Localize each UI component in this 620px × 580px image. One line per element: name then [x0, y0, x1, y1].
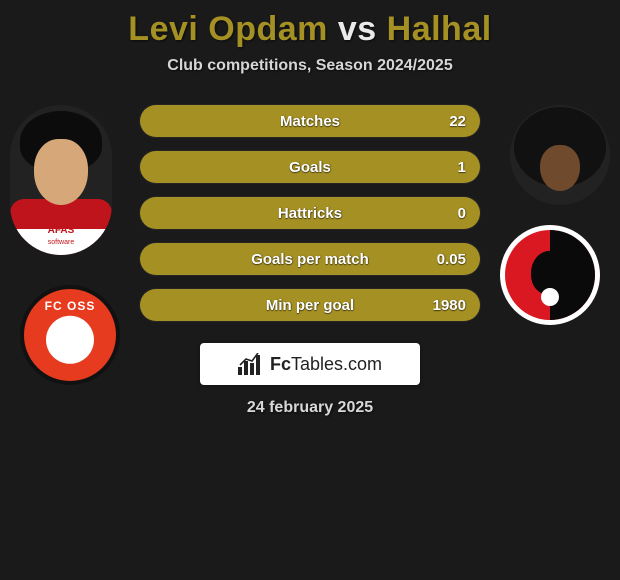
player1-kit-sponsor: AFAS software: [10, 225, 112, 247]
stat-row: 22Matches: [140, 105, 480, 137]
snapshot-date: 24 february 2025: [0, 399, 620, 417]
badge-ball-icon: [46, 316, 94, 364]
stat-label: Hattricks: [140, 197, 480, 229]
player1-photo: AFAS software: [10, 105, 112, 255]
player2-club-badge: [500, 225, 600, 325]
club1-name: FC OSS: [24, 299, 116, 313]
stat-row: 0.05Goals per match: [140, 243, 480, 275]
player2-photo: [510, 105, 610, 205]
title-vs: vs: [338, 10, 377, 48]
title-player1: Levi Opdam: [128, 10, 328, 48]
badge-ball-icon: [541, 288, 559, 306]
stat-label: Goals: [140, 151, 480, 183]
brand-text: FcTables.com: [270, 354, 382, 375]
source-brand-badge: FcTables.com: [200, 343, 420, 385]
stat-row: 1980Min per goal: [140, 289, 480, 321]
comparison-body: AFAS software FC OSS 22Matches 1Goals: [0, 105, 620, 321]
stat-row: 1Goals: [140, 151, 480, 183]
bar-chart-icon: [238, 353, 264, 375]
stat-label: Goals per match: [140, 243, 480, 275]
stats-list: 22Matches 1Goals 0Hattricks 0.05Goals per m…: [140, 105, 480, 321]
player1-club-badge: FC OSS: [20, 285, 120, 385]
stat-row: 0Hattricks: [140, 197, 480, 229]
title-player2: Halhal: [387, 10, 492, 48]
page-title: Levi Opdam vs Halhal: [0, 10, 620, 49]
comparison-card: Levi Opdam vs Halhal Club competitions, …: [0, 0, 620, 417]
stat-label: Min per goal: [140, 289, 480, 321]
stat-label: Matches: [140, 105, 480, 137]
subtitle: Club competitions, Season 2024/2025: [0, 57, 620, 75]
